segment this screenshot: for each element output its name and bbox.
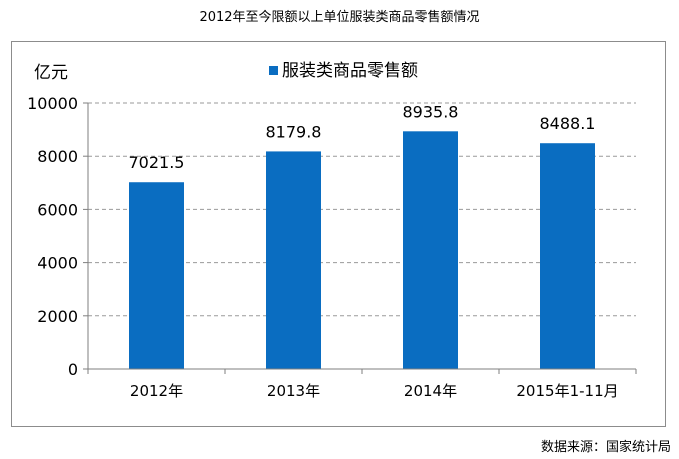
x-tick-label: 2014年	[404, 382, 457, 400]
y-tick-label: 0	[68, 360, 78, 379]
y-tick-label: 6000	[37, 200, 78, 219]
data-label: 7021.5	[129, 153, 185, 172]
bar	[540, 143, 595, 369]
chart-title: 2012年至今限额以上单位服装类商品零售额情况	[199, 10, 480, 25]
bar	[403, 131, 458, 369]
data-label: 8488.1	[540, 114, 596, 133]
y-tick-label: 4000	[37, 254, 78, 273]
x-tick-label: 2015年1-11月	[516, 382, 618, 400]
y-tick-label: 8000	[37, 147, 78, 166]
legend-label: 服装类商品零售额	[282, 61, 418, 81]
data-label: 8935.8	[403, 102, 459, 121]
y-tick-label: 10000	[27, 94, 78, 113]
data-label: 8179.8	[266, 122, 322, 141]
bar	[266, 151, 321, 369]
y-axis-label: 亿元	[34, 63, 68, 83]
bar	[129, 182, 184, 369]
y-tick-label: 2000	[37, 307, 78, 326]
data-source-note: 数据来源：国家统计局	[540, 440, 671, 455]
x-tick-label: 2012年	[130, 382, 183, 400]
x-tick-label: 2013年	[267, 382, 320, 400]
legend-swatch	[269, 66, 278, 75]
